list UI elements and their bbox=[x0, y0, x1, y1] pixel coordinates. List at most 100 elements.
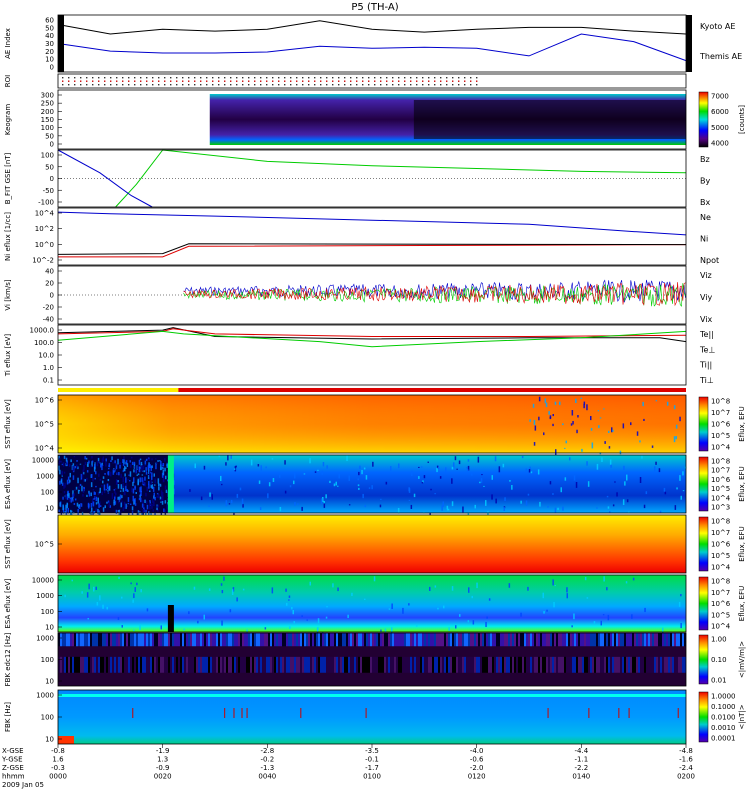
colorbar-label: Eflux, EFU bbox=[738, 466, 746, 501]
roi-dot bbox=[236, 80, 238, 82]
spectrogram-pixel bbox=[162, 495, 164, 502]
roi-dot bbox=[140, 80, 142, 82]
fbk-edc-column bbox=[352, 656, 354, 673]
spectrogram-pixel bbox=[152, 498, 154, 503]
spectrogram-pixel bbox=[87, 503, 90, 509]
spectrogram-pixel bbox=[123, 492, 126, 496]
spectrogram-pixel bbox=[102, 464, 104, 466]
fbk-edc-column bbox=[646, 656, 648, 673]
series-line-themisae bbox=[57, 20, 687, 35]
spectrogram-pixel bbox=[639, 477, 642, 483]
spectrogram-pixel bbox=[227, 455, 229, 461]
fbk-edc-column bbox=[312, 633, 314, 647]
fbk-edc-column bbox=[550, 633, 552, 647]
spectrogram-pixel bbox=[140, 497, 142, 503]
roi-dot bbox=[152, 77, 154, 79]
fbk-edc-column bbox=[298, 656, 300, 673]
spectrogram-pixel bbox=[147, 457, 149, 460]
fbk-edc-column bbox=[482, 633, 484, 647]
roi-dot bbox=[86, 77, 88, 79]
roi-dot bbox=[200, 80, 202, 82]
spectrogram-pixel bbox=[159, 484, 162, 487]
spectrogram-pixel bbox=[583, 401, 586, 405]
roi-dot bbox=[308, 80, 310, 82]
fbk-edc-column bbox=[486, 656, 488, 673]
spectrogram-pixel bbox=[154, 512, 156, 517]
spectrogram-pixel bbox=[641, 455, 643, 459]
spectrogram-pixel bbox=[569, 457, 571, 461]
roi-dot bbox=[326, 77, 328, 79]
spectrogram-pixel bbox=[651, 445, 654, 448]
colorbar-tick-label: 10^4 bbox=[711, 494, 731, 502]
spectrogram-pixel bbox=[608, 446, 611, 449]
spectrogram-pixel bbox=[322, 462, 325, 467]
time-axis-row-label: X-GSE bbox=[2, 747, 24, 755]
spectrogram-pixel bbox=[102, 604, 104, 609]
spectrogram-pixel bbox=[66, 479, 69, 485]
spectrogram-pixel bbox=[547, 506, 549, 508]
spectrogram-pixel bbox=[122, 482, 125, 488]
spectrogram-pixel bbox=[129, 480, 131, 482]
spectrogram-pixel bbox=[552, 423, 554, 427]
fbk-edc-column bbox=[240, 633, 242, 647]
spectrogram-pixel bbox=[498, 466, 501, 473]
colorbar-tick-label: 10^6 bbox=[711, 600, 731, 608]
fbk-edc-column bbox=[78, 656, 80, 673]
spectrogram-pixel bbox=[584, 576, 587, 581]
spectrogram-pixel bbox=[133, 629, 135, 632]
roi-dot bbox=[392, 77, 394, 79]
roi-dot bbox=[344, 80, 346, 82]
spectrogram-pixel bbox=[599, 417, 602, 419]
spectrogram-pixel bbox=[658, 468, 661, 473]
roi-dot bbox=[110, 80, 112, 82]
spectrogram-pixel bbox=[220, 475, 222, 481]
fbk-edc-column bbox=[322, 656, 324, 673]
fbk-edc-column bbox=[74, 633, 76, 647]
y-tick-label: 10^0 bbox=[35, 241, 54, 249]
fbk-edc-column bbox=[366, 656, 368, 673]
spectrogram-pixel bbox=[145, 509, 147, 513]
fbk-edc-column bbox=[172, 633, 174, 647]
fbk-edc-column bbox=[664, 633, 666, 647]
roi-dot bbox=[332, 84, 334, 86]
spectrogram-pixel bbox=[82, 488, 85, 494]
time-axis-row-label: Y-GSE bbox=[1, 756, 23, 764]
time-axis-value: -4.8 bbox=[679, 747, 693, 755]
fbk-edc-column bbox=[428, 633, 430, 647]
spectrogram-pixel bbox=[67, 491, 69, 497]
spectrogram-pixel bbox=[110, 471, 112, 477]
roi-dot bbox=[242, 80, 244, 82]
spectrogram-pixel bbox=[200, 496, 203, 501]
roi-dot bbox=[176, 80, 178, 82]
spectrogram-pixel bbox=[108, 501, 110, 507]
roi-dot bbox=[176, 77, 178, 79]
fbk-edc-column bbox=[416, 633, 418, 647]
roi-dot bbox=[194, 77, 196, 79]
fbk-edc-column bbox=[254, 656, 256, 673]
spectrogram-pixel bbox=[332, 583, 334, 588]
fbk-edc-column bbox=[616, 656, 618, 673]
fbk-edc-column bbox=[60, 656, 62, 673]
fbk-edc-column bbox=[136, 656, 138, 673]
ae-gap-bar bbox=[58, 15, 64, 72]
fbk-edc-column bbox=[64, 633, 66, 647]
spectrogram-pixel bbox=[158, 486, 160, 491]
spectrogram-pixel bbox=[314, 471, 317, 473]
spectrogram-pixel bbox=[165, 489, 168, 493]
spectrogram-pixel bbox=[141, 477, 143, 482]
fbk-edc-column bbox=[640, 633, 642, 647]
fbk-edc-column bbox=[638, 633, 640, 647]
spectrogram-pixel bbox=[679, 416, 681, 422]
spectrogram-pixel bbox=[101, 458, 104, 464]
colorbar bbox=[698, 396, 709, 452]
spectrogram-pixel bbox=[197, 620, 199, 624]
spectrogram-pixel bbox=[79, 504, 81, 509]
time-axis-value: 0120 bbox=[468, 773, 486, 781]
roi-dot bbox=[410, 77, 412, 79]
fbk-edc-column bbox=[392, 656, 394, 673]
spectrogram-pixel bbox=[534, 425, 537, 431]
spectrogram-pixel bbox=[606, 495, 609, 498]
spectrogram-pixel bbox=[357, 478, 359, 481]
fbk-edc-column bbox=[104, 633, 106, 647]
